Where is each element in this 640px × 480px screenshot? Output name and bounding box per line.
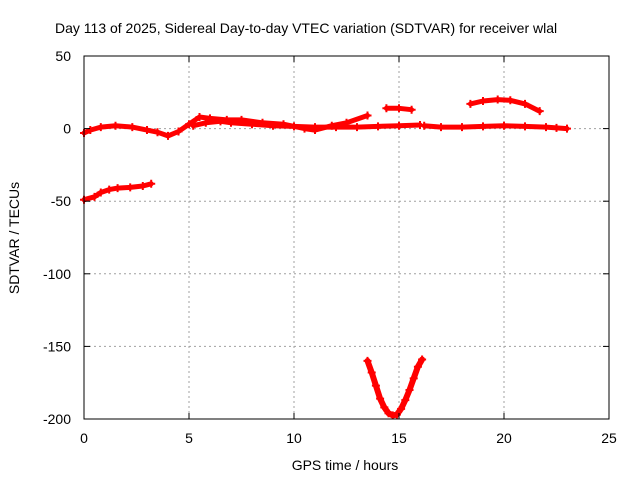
data-point: [500, 121, 508, 130]
data-point: [493, 95, 502, 104]
grid-layer: [84, 56, 609, 419]
data-point: [189, 121, 198, 130]
data-point: [290, 122, 298, 131]
data-point: [409, 374, 418, 383]
data-point: [506, 96, 515, 105]
data-point: [153, 128, 162, 137]
data-point: [126, 183, 135, 192]
series-layer: [80, 95, 571, 420]
data-point: [371, 381, 380, 390]
data-point: [105, 185, 114, 194]
data-point: [405, 385, 414, 394]
data-point: [479, 97, 487, 106]
data-point: [96, 123, 105, 132]
data-point: [397, 404, 406, 413]
data-point: [407, 105, 416, 114]
x-tick-label: 25: [601, 430, 617, 446]
data-point: [363, 356, 372, 365]
data-point: [201, 118, 210, 127]
data-point: [395, 104, 403, 113]
data-point: [420, 121, 429, 130]
data-point: [113, 184, 122, 193]
data-point: [458, 123, 466, 132]
data-point: [367, 368, 376, 377]
data-point: [395, 121, 403, 130]
data-point: [382, 104, 391, 113]
data-point: [535, 107, 544, 116]
data-point: [392, 410, 401, 419]
data-point: [363, 111, 372, 120]
data-point: [563, 124, 571, 133]
data-point: [413, 362, 422, 371]
data-point: [86, 126, 95, 135]
data-point: [174, 127, 183, 136]
x-tick-label: 5: [185, 430, 193, 446]
data-point: [90, 192, 99, 201]
x-axis-label: GPS time / hours: [292, 457, 399, 473]
x-tick-label: 10: [286, 430, 302, 446]
data-point: [128, 123, 137, 132]
data-point: [542, 123, 550, 132]
plot-frame: [83, 55, 610, 420]
data-point: [248, 120, 256, 129]
data-point: [418, 355, 427, 364]
data-point: [479, 122, 487, 131]
y-axis-label: SDTVAR / TECUs: [6, 182, 22, 294]
y-tick-label: -150: [43, 338, 71, 354]
chart-title: Day 113 of 2025, Sidereal Day-to-day VTE…: [55, 20, 557, 36]
data-point: [311, 123, 319, 132]
data-point: [521, 99, 529, 108]
y-tick-label: 0: [63, 121, 71, 137]
data-point: [552, 123, 561, 132]
y-tick-label: -100: [43, 266, 71, 282]
data-point: [376, 394, 385, 403]
data-point: [437, 123, 445, 132]
data-point: [521, 122, 529, 131]
data-point: [216, 117, 225, 126]
data-point: [380, 403, 389, 412]
data-point: [143, 126, 151, 135]
y-tick-label: 50: [55, 48, 71, 64]
data-point: [384, 409, 393, 418]
y-tick-label: -200: [43, 411, 71, 427]
data-point: [227, 118, 235, 127]
data-point: [111, 121, 120, 130]
data-point: [195, 112, 204, 121]
y-tick-label: -50: [51, 193, 71, 209]
x-tick-label: 20: [496, 430, 512, 446]
data-point: [466, 99, 475, 108]
data-point: [353, 123, 361, 132]
tick-layer: 0 5 10 15 20 25 50 0 -50 -100 -150 -200: [43, 48, 617, 446]
data-point: [269, 121, 277, 130]
data-point: [332, 123, 340, 132]
data-point: [147, 179, 156, 188]
data-point: [401, 396, 410, 405]
data-point: [374, 122, 382, 131]
x-tick-label: 0: [80, 430, 88, 446]
data-point: [164, 131, 172, 140]
x-tick-label: 15: [391, 430, 407, 446]
data-point: [138, 181, 147, 190]
data-point: [96, 188, 105, 197]
